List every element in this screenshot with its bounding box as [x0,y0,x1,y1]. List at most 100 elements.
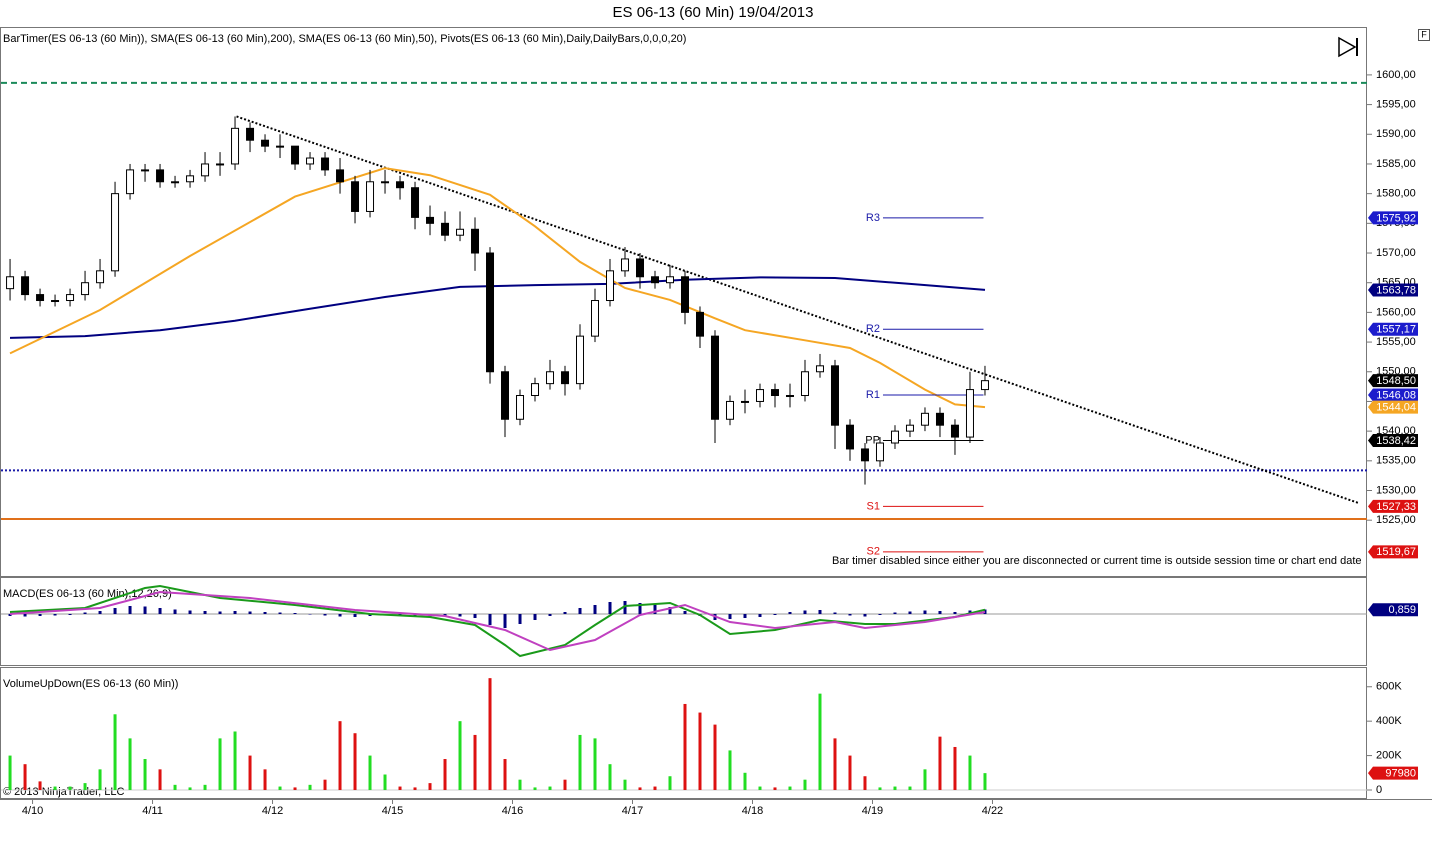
candle-body [725,400,734,420]
x-tick-label: 4/10 [22,805,43,817]
macd-histogram-bar [518,614,522,624]
price-marker [1368,766,1418,780]
volume-bar [248,755,252,790]
macd-histogram-bar [188,610,192,614]
candle-body [186,175,195,183]
x-tick-label: 4/18 [742,805,763,817]
candle-body [636,258,645,278]
volume-bar [398,786,402,790]
candle-body [875,442,884,462]
candle-body [815,365,824,373]
f-button[interactable]: F [1418,29,1430,41]
volume-bar [293,787,297,790]
volume-bar [968,755,972,790]
price-marker-label: 1527,33 [1376,501,1416,513]
volume-bar [743,772,747,790]
candle-body [546,371,555,385]
play-button[interactable] [1338,36,1358,58]
volume-bar [593,738,597,790]
macd-histogram-bar [668,607,672,614]
volume-bar [653,786,657,790]
pivot-label: S2 [867,546,880,558]
volume-bar [158,769,162,790]
price-marker-label: 1538,42 [1376,435,1416,447]
macd-histogram-bar [908,611,912,614]
macd-histogram-bar [458,614,462,617]
volume-bar [128,738,132,790]
macd-histogram-bar [743,614,747,618]
volume-bar [218,738,222,790]
candle-body [621,258,630,272]
volume-bar [833,738,837,790]
volume-bar [113,714,117,790]
volume-bar [38,781,42,790]
candle-body [336,169,345,183]
volume-bar [518,779,522,790]
candle-body [651,276,660,284]
y-tick-label: 1525,00 [1376,514,1416,526]
y-tick-label: 1570,00 [1376,247,1416,259]
candle-body [501,371,510,420]
volume-bar [533,787,537,790]
volume-bar [53,786,57,790]
candle-body [710,335,719,420]
macd-histogram-bar [473,614,477,618]
candle-body [111,193,120,272]
volume-bar [728,750,732,790]
macd-histogram-bar [338,614,342,617]
indicator-line [9,167,986,409]
volume-bar [953,746,957,790]
price-marker [1368,545,1418,559]
volume-bar [683,703,687,790]
macd-histogram-bar [983,609,987,614]
f-letter[interactable]: F [1421,29,1427,39]
y-tick-label: 200K [1376,749,1402,761]
candle-body [21,276,30,296]
price-marker-label: 1548,50 [1376,375,1416,387]
candle-body [576,335,585,385]
candle-body [591,300,600,337]
candle-body [516,395,525,420]
y-tick-label: 0 [1376,784,1382,796]
candle-body [965,389,974,438]
f-box[interactable] [1418,29,1430,41]
macd-histogram-bar [128,606,132,614]
macd-histogram-bar [533,614,537,620]
price-marker-label: 1546,08 [1376,389,1416,401]
volume-bar [428,783,432,790]
volume-bar [578,734,582,790]
candle-body [411,187,420,218]
volume-bar [368,755,372,790]
candle-body [456,228,465,236]
macd-panel-label: MACD(ES 06-13 (60 Min),12,26,9) [3,588,172,600]
y-tick-label: 1600,00 [1376,69,1416,81]
price-marker [1368,374,1418,388]
price-marker-label: 97980 [1385,768,1416,780]
macd-histogram-bar [758,614,762,617]
pivot-label: R1 [866,389,880,401]
volume-bar [758,786,762,790]
volume-bar [923,769,927,790]
trend-line [236,115,1359,504]
play-icon[interactable] [1338,36,1357,58]
volume-bar [563,779,567,790]
volume-bar [698,712,702,790]
volume-bar [503,759,507,790]
candle-body [800,371,809,397]
candle-body [396,181,405,189]
candle-body [276,145,285,148]
macd-histogram-bar [323,614,327,616]
candle-body [740,400,749,403]
price-marker [1368,400,1418,414]
y-tick-label: 1535,00 [1376,455,1416,467]
macd-histogram-bar [953,612,957,614]
macd-histogram-bar [143,606,147,614]
price-marker [1368,499,1418,513]
candle-body [770,389,779,397]
volume-bar [668,776,672,790]
price-marker [1368,283,1418,297]
candle-body [695,311,704,337]
y-tick-label: 1585,00 [1376,158,1416,170]
